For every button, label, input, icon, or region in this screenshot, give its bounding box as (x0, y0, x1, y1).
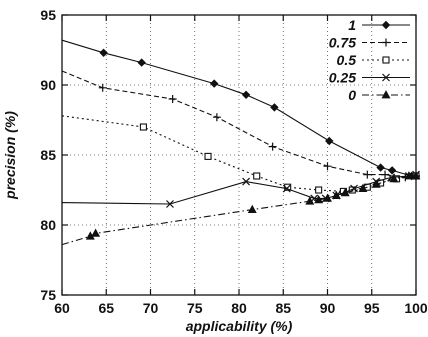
data-point (91, 228, 101, 237)
x-tick-labels: 60 65 70 75 80 85 90 95 100 (54, 300, 428, 316)
legend-label: 0.5 (337, 52, 357, 68)
x-tick-label: 100 (404, 300, 428, 316)
legend-marker (382, 38, 390, 47)
x-tick-label: 65 (98, 300, 114, 316)
x-tick-label: 85 (275, 300, 291, 316)
series-triangle (61, 171, 421, 246)
data-point (137, 58, 146, 67)
data-point (242, 177, 251, 186)
legend: 1 0.750.5 0.250 (329, 17, 410, 103)
legend-marker (382, 56, 390, 64)
data-point (340, 187, 350, 197)
data-point (282, 184, 291, 193)
series-square (61, 115, 420, 195)
data-point (210, 79, 219, 88)
axis-ticks (61, 14, 417, 296)
data-point (315, 186, 323, 194)
data-point (323, 162, 332, 171)
data-point (253, 172, 261, 180)
legend-label: 0.75 (329, 35, 356, 51)
legend-label: 0 (348, 87, 356, 103)
data-point (212, 113, 221, 122)
data-point (323, 193, 332, 202)
legend-marker (381, 20, 391, 30)
data-point (358, 183, 368, 193)
data-point (305, 196, 315, 205)
data-point (404, 171, 414, 180)
y-tick-label: 80 (40, 217, 56, 233)
legend-label: 1 (348, 17, 356, 33)
data-point (99, 48, 108, 58)
y-axis-title: precision (%) (2, 111, 18, 200)
legend-marker (382, 73, 390, 82)
x-tick-label: 70 (143, 300, 159, 316)
x-tick-label: 90 (320, 300, 336, 316)
data-point (389, 173, 399, 183)
data-point (247, 204, 257, 214)
y-tick-labels: 75 80 85 90 95 (40, 7, 56, 303)
legend-item: 0 (348, 87, 410, 103)
y-tick-label: 85 (40, 147, 56, 163)
legend-item: 0.75 (329, 35, 410, 51)
legend-marker (381, 90, 391, 99)
legend-item: 0.5 (337, 52, 410, 68)
data-point (168, 95, 177, 103)
data-point (387, 166, 397, 175)
y-tick-label: 90 (40, 77, 56, 93)
series-plus (61, 70, 420, 182)
data-point (314, 194, 324, 204)
x-tick-label: 75 (187, 300, 203, 316)
series-line (61, 70, 417, 178)
legend-label: 0.25 (329, 70, 356, 86)
x-tick-label: 60 (54, 300, 70, 316)
data-point (268, 142, 277, 151)
legend-item: 0.25 (329, 70, 410, 86)
x-tick-label: 95 (364, 300, 380, 316)
data-point (204, 152, 212, 160)
data-point (98, 83, 107, 92)
data-point (325, 136, 334, 146)
x-tick-label: 80 (231, 300, 247, 316)
data-point (371, 179, 381, 188)
data-point (363, 170, 372, 179)
gridlines (62, 15, 416, 295)
data-point (166, 200, 174, 208)
data-point (376, 163, 385, 172)
data-point (139, 123, 147, 131)
data-point (241, 90, 251, 100)
legend-item: 1 (348, 17, 410, 33)
data-point (331, 190, 341, 200)
series-layer (61, 39, 421, 246)
series-diamond (61, 39, 421, 181)
data-point (270, 103, 279, 112)
x-axis-title: applicability (%) (186, 318, 293, 334)
y-tick-label: 95 (40, 7, 56, 23)
y-tick-label: 75 (40, 287, 56, 303)
